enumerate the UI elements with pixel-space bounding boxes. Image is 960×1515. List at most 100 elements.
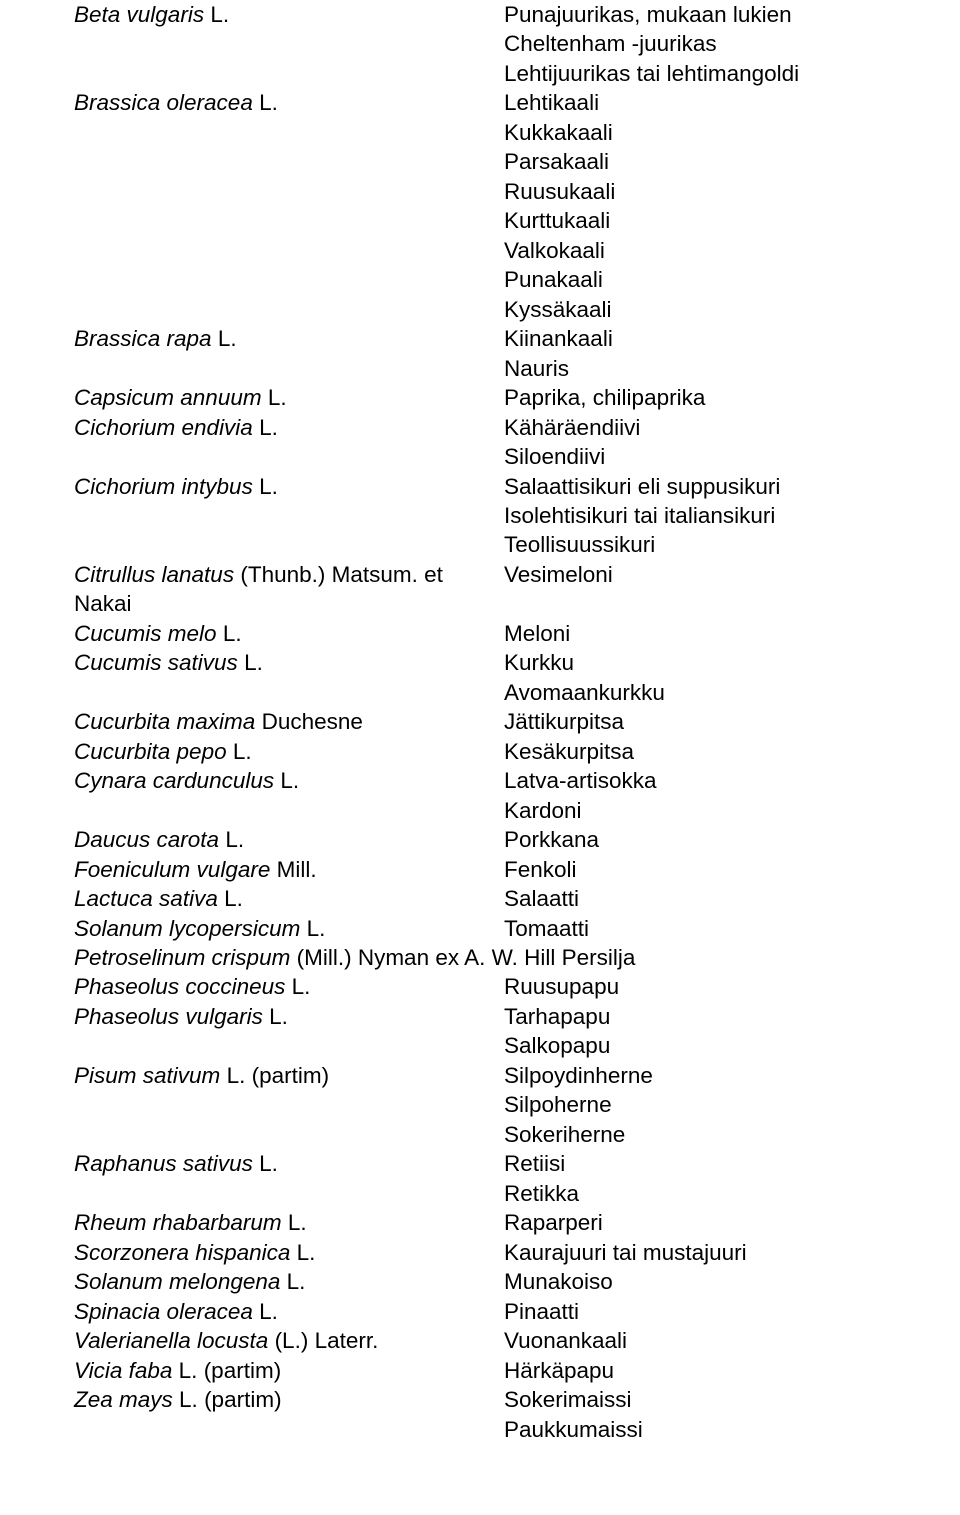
common-name: Cheltenham -juurikas [504, 29, 960, 58]
common-name: Kyssäkaali [504, 295, 960, 324]
authority: L. [297, 1240, 316, 1265]
latin-name: Capsicum annuum L. [74, 383, 504, 412]
latin-name: Lactuca sativa L. [74, 884, 504, 913]
species-row: Daucus carota L.Porkkana [74, 825, 960, 854]
latin-name: Cucurbita maxima Duchesne [74, 707, 504, 736]
species-row: Petroselinum crispum (Mill.) Nyman ex A.… [74, 943, 960, 972]
latin-name: Citrullus lanatus (Thunb.) Matsum. et Na… [74, 560, 504, 619]
latin-name: Brassica rapa L. [74, 324, 504, 353]
authority: L. [268, 385, 287, 410]
scientific-name: Cucumis sativus [74, 650, 238, 675]
species-row: Vicia faba L. (partim)Härkäpapu [74, 1356, 960, 1385]
common-names: RetiisiRetikka [504, 1149, 960, 1208]
species-row: Cucurbita pepo L.Kesäkurpitsa [74, 737, 960, 766]
scientific-name: Citrullus lanatus [74, 562, 234, 587]
latin-name: Brassica oleracea L. [74, 88, 504, 117]
common-name: Nauris [504, 354, 960, 383]
common-name: Persilja [562, 945, 636, 970]
latin-name: Cucumis melo L. [74, 619, 504, 648]
latin-name: Zea mays L. (partim) [74, 1385, 504, 1414]
latin-name: Pisum sativum L. (partim) [74, 1061, 504, 1090]
common-names: Salaattisikuri eli suppusikuriIsolehtisi… [504, 472, 960, 560]
common-names: TarhapapuSalkopapu [504, 1002, 960, 1061]
common-name: Teollisuussikuri [504, 530, 960, 559]
latin-name: Cynara cardunculus L. [74, 766, 504, 795]
common-name: Porkkana [504, 825, 960, 854]
common-name: Retikka [504, 1179, 960, 1208]
species-row: Cichorium intybus L.Salaattisikuri eli s… [74, 472, 960, 560]
common-name: Kurttukaali [504, 206, 960, 235]
species-row: Brassica oleracea L.LehtikaaliKukkakaali… [74, 88, 960, 324]
common-name: Paukkumaissi [504, 1415, 960, 1444]
authority: L. [210, 2, 229, 27]
scientific-name: Daucus carota [74, 827, 219, 852]
scientific-name: Phaseolus vulgaris [74, 1004, 263, 1029]
authority: L. [259, 415, 278, 440]
scientific-name: Solanum lycopersicum [74, 916, 300, 941]
common-names: Ruusupapu [504, 972, 960, 1001]
common-name: Kähäräendiivi [504, 413, 960, 442]
species-row: Spinacia oleracea L.Pinaatti [74, 1297, 960, 1326]
common-name: Kukkakaali [504, 118, 960, 147]
latin-name: Daucus carota L. [74, 825, 504, 854]
common-names: Punajuurikas, mukaan lukienCheltenham -j… [504, 0, 960, 88]
authority: L. [280, 768, 299, 793]
common-name: Lehtikaali [504, 88, 960, 117]
authority: (L.) Laterr. [275, 1328, 379, 1353]
common-names: SokerimaissiPaukkumaissi [504, 1385, 960, 1444]
common-name: Munakoiso [504, 1267, 960, 1296]
common-name: Kurkku [504, 648, 960, 677]
latin-name: Solanum lycopersicum L. [74, 914, 504, 943]
species-row: Foeniculum vulgare Mill.Fenkoli [74, 855, 960, 884]
species-row: Solanum melongena L.Munakoiso [74, 1267, 960, 1296]
scientific-name: Cucurbita pepo [74, 739, 227, 764]
species-row: Valerianella locusta (L.) Laterr.Vuonank… [74, 1326, 960, 1355]
scientific-name: Capsicum annuum [74, 385, 262, 410]
scientific-name: Valerianella locusta [74, 1328, 268, 1353]
authority: L. (partim) [179, 1387, 282, 1412]
common-names: Tomaatti [504, 914, 960, 943]
authority: L. [259, 90, 278, 115]
latin-name: Valerianella locusta (L.) Laterr. [74, 1326, 504, 1355]
species-row: Brassica rapa L.KiinankaaliNauris [74, 324, 960, 383]
common-name: Meloni [504, 619, 960, 648]
common-names: Munakoiso [504, 1267, 960, 1296]
common-names: KähäräendiiviSiloendiivi [504, 413, 960, 472]
latin-name: Cucurbita pepo L. [74, 737, 504, 766]
latin-name: Phaseolus vulgaris L. [74, 1002, 504, 1031]
scientific-name: Lactuca sativa [74, 886, 218, 911]
common-name: Salaattisikuri eli suppusikuri [504, 472, 960, 501]
species-row: Cucumis melo L.Meloni [74, 619, 960, 648]
latin-name: Vicia faba L. (partim) [74, 1356, 504, 1385]
scientific-name: Brassica rapa [74, 326, 212, 351]
common-name: Salaatti [504, 884, 960, 913]
common-names: KiinankaaliNauris [504, 324, 960, 383]
species-row: Zea mays L. (partim)SokerimaissiPaukkuma… [74, 1385, 960, 1444]
authority: Duchesne [262, 709, 363, 734]
common-names: Porkkana [504, 825, 960, 854]
authority: L. [287, 1269, 306, 1294]
scientific-name: Vicia faba [74, 1358, 172, 1383]
authority: L. [244, 650, 263, 675]
authority: L. (partim) [179, 1358, 282, 1383]
common-name: Valkokaali [504, 236, 960, 265]
common-name: Kaurajuuri tai mustajuuri [504, 1238, 960, 1267]
species-row: Rheum rhabarbarum L.Raparperi [74, 1208, 960, 1237]
latin-name: Foeniculum vulgare Mill. [74, 855, 504, 884]
scientific-name: Cucurbita maxima [74, 709, 255, 734]
common-name: Sokerimaissi [504, 1385, 960, 1414]
common-name: Silpoherne [504, 1090, 960, 1119]
common-name: Härkäpapu [504, 1356, 960, 1385]
latin-name: Cichorium intybus L. [74, 472, 504, 501]
common-names: Meloni [504, 619, 960, 648]
scientific-name: Spinacia oleracea [74, 1299, 253, 1324]
authority: L. [218, 326, 237, 351]
scientific-name: Petroselinum crispum [74, 945, 290, 970]
common-name: Fenkoli [504, 855, 960, 884]
common-names: Salaatti [504, 884, 960, 913]
common-names: KurkkuAvomaankurkku [504, 648, 960, 707]
species-row: Beta vulgaris L.Punajuurikas, mukaan luk… [74, 0, 960, 88]
latin-name: Petroselinum crispum (Mill.) Nyman ex A.… [74, 943, 635, 972]
common-names: Kaurajuuri tai mustajuuri [504, 1238, 960, 1267]
species-list: Beta vulgaris L.Punajuurikas, mukaan luk… [74, 0, 960, 1444]
